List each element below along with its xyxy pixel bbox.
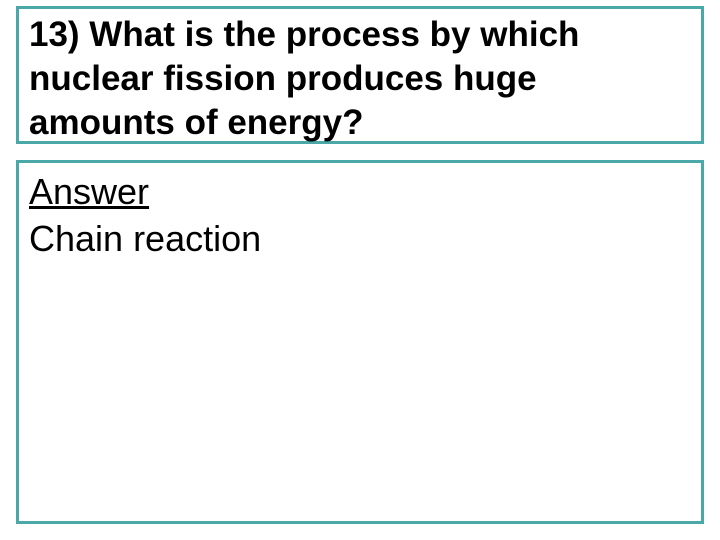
answer-box: Answer Chain reaction xyxy=(16,160,704,524)
question-box: 13) What is the process by which nuclear… xyxy=(16,6,704,144)
question-text: 13) What is the process by which nuclear… xyxy=(29,13,691,144)
answer-label: Answer xyxy=(29,169,691,216)
answer-text: Chain reaction xyxy=(29,216,691,263)
